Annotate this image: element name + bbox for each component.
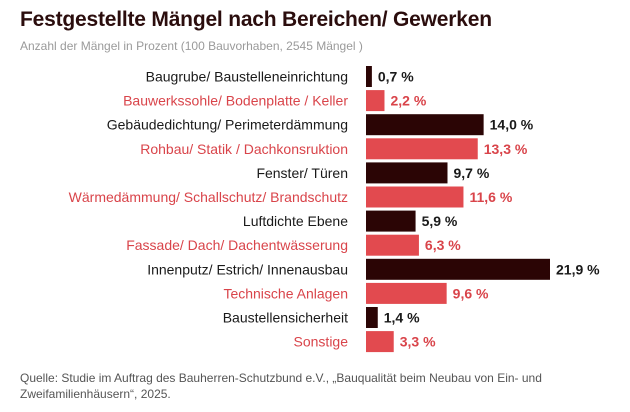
value-label: 1,4 % xyxy=(384,310,420,326)
value-label: 6,3 % xyxy=(425,237,461,253)
value-label: 0,7 % xyxy=(378,69,414,85)
value-label: 9,6 % xyxy=(453,285,489,301)
bar xyxy=(366,258,550,280)
value-label: 13,3 % xyxy=(484,141,528,157)
value-label: 5,9 % xyxy=(422,213,458,229)
chart-title: Festgestellte Mängel nach Bereichen/ Gew… xyxy=(20,8,492,31)
bar xyxy=(366,307,378,328)
bar xyxy=(366,114,484,136)
category-label: Sonstige xyxy=(294,334,349,350)
value-label: 14,0 % xyxy=(490,117,534,133)
bar xyxy=(366,138,478,160)
value-label: 2,2 % xyxy=(390,93,426,109)
value-label: 21,9 % xyxy=(556,261,600,277)
value-label: 3,3 % xyxy=(400,334,436,350)
value-label: 9,7 % xyxy=(453,165,489,181)
category-label: Fassade/ Dach/ Dachentwässerung xyxy=(126,237,348,253)
bar xyxy=(366,331,394,353)
category-label: Technische Anlagen xyxy=(223,285,348,301)
source-note: Quelle: Studie im Auftrag des Bauherren-… xyxy=(20,371,542,401)
category-label: Luftdichte Ebene xyxy=(243,213,348,229)
bar xyxy=(366,210,416,232)
bar xyxy=(366,282,447,304)
category-label: Wärmedämmung/ Schallschutz/ Brandschutz xyxy=(69,189,348,205)
category-label: Gebäudedichtung/ Perimeterdämmung xyxy=(107,117,348,133)
category-label: Fenster/ Türen xyxy=(256,165,348,181)
chart-subtitle: Anzahl der Mängel in Prozent (100 Bauvor… xyxy=(20,39,363,53)
bar xyxy=(366,234,419,256)
bar xyxy=(366,90,385,112)
category-label: Baustellensicherheit xyxy=(223,310,348,326)
value-label: 11,6 % xyxy=(469,189,512,205)
category-label: Baugrube/ Baustelleneinrichtung xyxy=(146,69,348,85)
category-label: Rohbau/ Statik / Dachkonsruktion xyxy=(140,141,348,157)
bar xyxy=(366,162,448,184)
bar xyxy=(366,186,464,208)
bar-chart: Baugrube/ Baustelleneinrichtung 0,7 % Bauw… xyxy=(69,66,600,353)
category-label: Innenputz/ Estrich/ Innenausbau xyxy=(147,261,348,277)
bar xyxy=(366,66,372,87)
category-label: Bauwerkssohle/ Bodenplatte / Keller xyxy=(123,93,348,109)
